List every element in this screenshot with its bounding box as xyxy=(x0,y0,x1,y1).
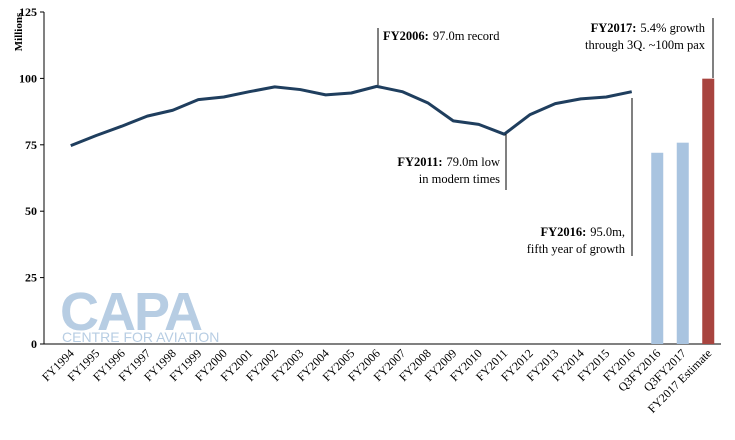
y-tick-label: 50 xyxy=(25,204,37,218)
annotation-bold: FY2006: xyxy=(383,29,429,43)
annotation-bold: FY2016: xyxy=(540,225,586,239)
logo: CAPA CENTRE FOR AVIATION xyxy=(60,282,219,345)
y-tick-label: 125 xyxy=(19,5,37,19)
annotation: fifth year of growth xyxy=(527,242,626,256)
annotation: FY2006: 97.0m record xyxy=(383,29,500,43)
y-tick-label: 100 xyxy=(19,71,37,85)
line xyxy=(70,84,633,147)
bar xyxy=(676,142,689,344)
y-axis-label: Millions xyxy=(13,12,25,51)
annotation-text: 95.0m, xyxy=(590,225,625,239)
logo-subtitle: CENTRE FOR AVIATION xyxy=(62,329,219,345)
annotation: FY2017: 5.4% growth xyxy=(591,21,706,35)
annotation-text: 79.0m low xyxy=(447,155,500,169)
annotation: FY2016: 95.0m, xyxy=(540,225,625,239)
annotation-text: 5.4% growth xyxy=(640,21,705,35)
y-tick-label: 0 xyxy=(31,337,37,351)
bar xyxy=(702,78,715,345)
annotation-bold: FY2017: xyxy=(591,21,637,35)
annotation: through 3Q. ~100m pax xyxy=(585,38,706,52)
y-tick-label: 25 xyxy=(25,271,37,285)
logo-text: CAPA xyxy=(60,282,202,342)
annotation: in modern times xyxy=(419,172,500,186)
annotation: FY2011: 79.0m low xyxy=(397,155,500,169)
y-tick-label: 75 xyxy=(25,138,37,152)
annotation-bold: FY2011: xyxy=(397,155,442,169)
bar xyxy=(651,152,664,344)
annotation-text: 97.0m record xyxy=(433,29,500,43)
